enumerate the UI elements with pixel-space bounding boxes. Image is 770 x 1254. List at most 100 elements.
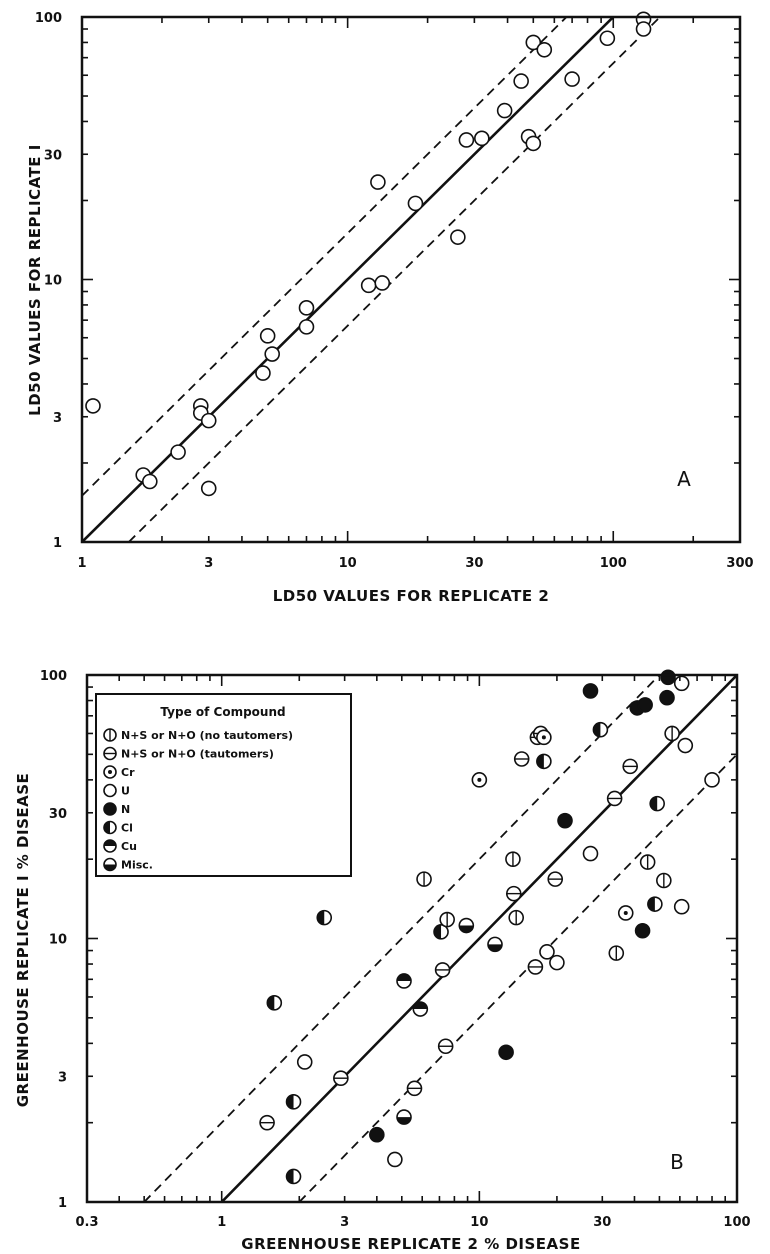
data-point — [637, 697, 653, 713]
data-point — [458, 132, 475, 148]
data-point — [599, 30, 616, 47]
data-point — [142, 473, 158, 490]
panel-a-chart: 1 3 10 30 100 300 1 3 10 30 100 LD50 VALUES FOR RE… — [26, 11, 754, 605]
data-point — [333, 1070, 349, 1087]
data-point — [639, 854, 656, 870]
data-point — [412, 1001, 429, 1017]
data-point — [285, 1094, 302, 1110]
data-point — [85, 398, 101, 414]
data-point — [433, 924, 449, 940]
data-point — [582, 683, 599, 699]
data-point — [370, 174, 386, 190]
panel-a-x-axis-title: LD50 VALUES FOR REPLICATE 2 — [273, 587, 550, 605]
data-point — [439, 911, 455, 928]
y-tick-label: 1 — [53, 536, 62, 551]
panel-a-points — [85, 11, 652, 497]
panel-b-frame — [85, 673, 739, 1204]
panel-a-letter: A — [677, 467, 691, 491]
data-point — [200, 480, 217, 497]
data-point — [547, 871, 564, 887]
legend-title: Type of Compound — [160, 705, 285, 719]
data-point — [266, 995, 283, 1011]
y-tick-label: 10 — [49, 933, 67, 948]
x-tick-label: 10 — [470, 1215, 488, 1230]
x-tick-label: 3 — [340, 1215, 349, 1230]
data-point — [608, 945, 625, 961]
data-point — [508, 909, 525, 926]
x-tick-label: 30 — [593, 1215, 611, 1230]
legend-label: N+S or N+O (tautomers) — [121, 748, 274, 761]
data-point — [505, 851, 521, 867]
legend-marker-filled — [103, 802, 117, 816]
data-point — [437, 1038, 454, 1055]
x-tick-label: 300 — [726, 556, 753, 571]
data-point — [539, 944, 555, 960]
data-point — [536, 729, 552, 746]
y-tick-label: 30 — [44, 148, 62, 163]
data-point — [374, 275, 391, 291]
data-point — [316, 909, 333, 926]
data-point — [396, 1109, 412, 1125]
data-point — [525, 34, 542, 51]
legend-marker-bottomhalf — [103, 857, 117, 872]
legend-marker-tophalf — [103, 839, 117, 853]
data-point — [387, 1151, 403, 1168]
panel-a-frame — [80, 15, 742, 544]
legend-label: N+S or N+O (no tautomers) — [121, 729, 293, 742]
legend-entries: N+S or N+O (no tautomers) N+S or N+O (tau… — [103, 728, 293, 872]
identity-line — [220, 675, 737, 1202]
panel-b-chart: 0.3 1 3 10 30 100 1 3 10 30 100 GREENHOUSE REPLICA… — [14, 669, 751, 1253]
data-point — [649, 795, 665, 812]
data-point — [606, 790, 623, 807]
y-tick-label: 100 — [35, 11, 62, 26]
data-point — [660, 669, 676, 686]
legend-marker-hline — [103, 746, 117, 761]
data-point — [527, 959, 544, 975]
legend-marker-dot — [103, 765, 117, 779]
y-tick-label: 100 — [40, 669, 67, 684]
data-point — [285, 1168, 302, 1185]
confidence-dashed-line — [128, 17, 661, 542]
data-point — [200, 412, 217, 429]
data-point — [549, 954, 565, 971]
x-tick-label: 0.3 — [75, 1215, 98, 1230]
panel-a-axes: 1 3 10 30 100 300 1 3 10 30 100 — [35, 11, 754, 571]
data-point — [296, 1054, 313, 1070]
legend-label: N — [121, 803, 130, 816]
data-point — [664, 725, 680, 742]
data-point — [525, 135, 542, 152]
data-point — [659, 689, 675, 706]
data-point — [536, 41, 553, 58]
data-point — [298, 300, 315, 316]
data-point — [582, 845, 599, 862]
data-point — [634, 922, 651, 939]
data-point — [450, 229, 466, 245]
data-point — [298, 319, 315, 335]
confidence-dashed-line — [82, 17, 568, 497]
data-point — [416, 871, 432, 887]
data-point — [255, 365, 271, 381]
data-point — [259, 1114, 275, 1131]
legend-marker-lefthalf — [103, 820, 117, 835]
data-point — [656, 872, 672, 889]
panel-b-x-axis-title: GREENHOUSE REPLICATE 2 % DISEASE — [241, 1235, 580, 1253]
data-point — [396, 973, 412, 989]
y-tick-label: 30 — [49, 807, 67, 822]
data-point — [673, 898, 690, 915]
x-tick-label: 100 — [723, 1215, 750, 1230]
data-point — [536, 753, 552, 770]
legend: Type of Compound N+S or N+O (no tautomer… — [95, 693, 352, 877]
x-tick-label: 1 — [77, 556, 86, 571]
data-point — [487, 936, 503, 953]
data-point — [617, 905, 634, 921]
legend-marker-vline — [103, 728, 117, 742]
y-tick-label: 10 — [44, 274, 62, 289]
panel-b-points — [259, 669, 720, 1185]
legend-box — [95, 693, 352, 877]
data-point — [513, 751, 530, 767]
data-point — [564, 71, 580, 87]
legend-label: Cl — [121, 822, 133, 835]
data-point — [704, 772, 720, 788]
data-point — [513, 73, 529, 89]
